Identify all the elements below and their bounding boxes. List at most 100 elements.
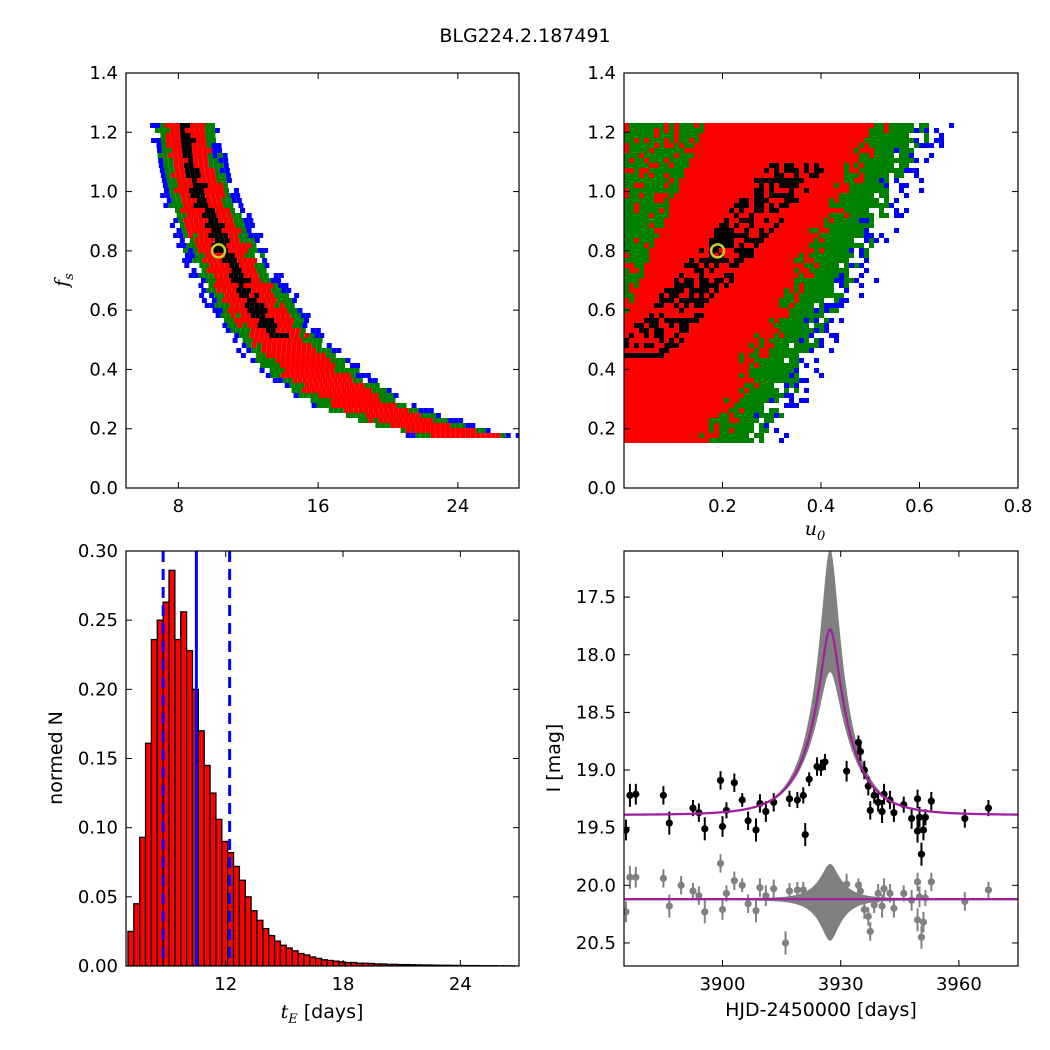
heatmap-cell bbox=[864, 203, 869, 208]
heatmap-cell bbox=[859, 183, 864, 188]
heatmap-cell bbox=[213, 248, 219, 253]
heatmap-cell bbox=[819, 263, 824, 268]
heatmap-cell bbox=[759, 233, 764, 238]
heatmap-cell bbox=[729, 323, 734, 328]
heatmap-cell bbox=[694, 143, 699, 148]
heatmap-cell bbox=[774, 128, 779, 133]
heatmap-cell bbox=[684, 423, 689, 428]
heatmap-cell bbox=[221, 288, 227, 293]
heatmap-cell bbox=[834, 163, 839, 168]
heatmap-cell bbox=[754, 253, 759, 258]
heatmap-cell bbox=[694, 433, 699, 438]
heatmap-cell bbox=[764, 123, 769, 128]
heatmap-cell bbox=[218, 158, 224, 163]
y-tick-label: 1.4 bbox=[587, 63, 616, 84]
heatmap-cell bbox=[804, 143, 809, 148]
heatmap-cell bbox=[226, 268, 232, 273]
heatmap-cell bbox=[719, 393, 724, 398]
heatmap-cell bbox=[774, 148, 779, 153]
heatmap-cell bbox=[859, 188, 864, 193]
heatmap-cell bbox=[739, 148, 744, 153]
heatmap-cell bbox=[829, 148, 834, 153]
heatmap-cell bbox=[689, 208, 694, 213]
heatmap-cell bbox=[659, 253, 664, 258]
heatmap-cell bbox=[445, 433, 451, 438]
data-point bbox=[744, 900, 752, 908]
heatmap-cell bbox=[829, 283, 834, 288]
heatmap-cell bbox=[271, 343, 277, 348]
heatmap-cell bbox=[629, 183, 634, 188]
y-tick-label: 0.8 bbox=[89, 241, 118, 262]
heatmap-cell bbox=[784, 193, 789, 198]
heatmap-cell bbox=[260, 358, 266, 363]
heatmap-cell bbox=[284, 303, 290, 308]
heatmap-cell bbox=[699, 268, 704, 273]
heatmap-cell bbox=[629, 408, 634, 413]
heatmap-cell bbox=[190, 173, 196, 178]
heatmap-cell bbox=[659, 193, 664, 198]
heatmap-cell bbox=[639, 283, 644, 288]
heatmap-cell bbox=[355, 363, 361, 368]
heatmap-cell bbox=[794, 148, 799, 153]
heatmap-cell bbox=[744, 183, 749, 188]
heatmap-cell bbox=[704, 208, 709, 213]
heatmap-cell bbox=[769, 263, 774, 268]
heatmap-cell bbox=[150, 123, 156, 128]
heatmap-cell bbox=[649, 188, 654, 193]
heatmap-cell bbox=[709, 208, 714, 213]
heatmap-cell bbox=[659, 223, 664, 228]
heatmap-cell bbox=[257, 308, 263, 313]
y-tick-label: 0.4 bbox=[587, 359, 616, 380]
heatmap-cell bbox=[629, 363, 634, 368]
heatmap-cell bbox=[649, 388, 654, 393]
data-point bbox=[870, 791, 878, 799]
heatmap-cell bbox=[257, 338, 263, 343]
heatmap-cell bbox=[659, 433, 664, 438]
heatmap-cell bbox=[238, 248, 244, 253]
heatmap-cell bbox=[220, 278, 226, 283]
heatmap-cell bbox=[284, 333, 290, 338]
heatmap-cell bbox=[420, 428, 426, 433]
heatmap-cell bbox=[869, 193, 874, 198]
heatmap-cell bbox=[734, 308, 739, 313]
heatmap-cell bbox=[789, 158, 794, 163]
heatmap-cell bbox=[654, 413, 659, 418]
heatmap-cell bbox=[226, 298, 232, 303]
heatmap-cell bbox=[644, 153, 649, 158]
heatmap-cell bbox=[919, 143, 924, 148]
heatmap-cell bbox=[341, 388, 347, 393]
heatmap-cell bbox=[344, 383, 350, 388]
heatmap-cell bbox=[779, 313, 784, 318]
heatmap-cell bbox=[774, 248, 779, 253]
heatmap-cell bbox=[211, 143, 217, 148]
heatmap-cell bbox=[764, 253, 769, 258]
heatmap-cell bbox=[201, 143, 207, 148]
heatmap-cell bbox=[764, 193, 769, 198]
heatmap-cell bbox=[724, 188, 729, 193]
heatmap-cell bbox=[363, 393, 369, 398]
heatmap-cell bbox=[162, 153, 168, 158]
heatmap-cell bbox=[824, 173, 829, 178]
heatmap-cell bbox=[769, 148, 774, 153]
heatmap-cell bbox=[223, 203, 229, 208]
heatmap-cell bbox=[749, 438, 754, 443]
heatmap-cell bbox=[217, 148, 223, 153]
heatmap-cell bbox=[435, 433, 441, 438]
heatmap-cell bbox=[774, 218, 779, 223]
heatmap-cell bbox=[709, 383, 714, 388]
heatmap-cell bbox=[195, 138, 201, 143]
heatmap-cell bbox=[654, 283, 659, 288]
heatmap-cell bbox=[699, 148, 704, 153]
heatmap-cell bbox=[749, 238, 754, 243]
heatmap-cell bbox=[714, 363, 719, 368]
heatmap-cell bbox=[899, 153, 904, 158]
heatmap-cell bbox=[297, 338, 303, 343]
heatmap-cell bbox=[249, 253, 255, 258]
heatmap-cell bbox=[879, 143, 884, 148]
heatmap-cell bbox=[624, 348, 629, 353]
heatmap-cell bbox=[649, 418, 654, 423]
heatmap-cell bbox=[343, 408, 349, 413]
heatmap-cell bbox=[834, 158, 839, 163]
heatmap-cell bbox=[314, 368, 320, 373]
heatmap-cell bbox=[809, 163, 814, 168]
